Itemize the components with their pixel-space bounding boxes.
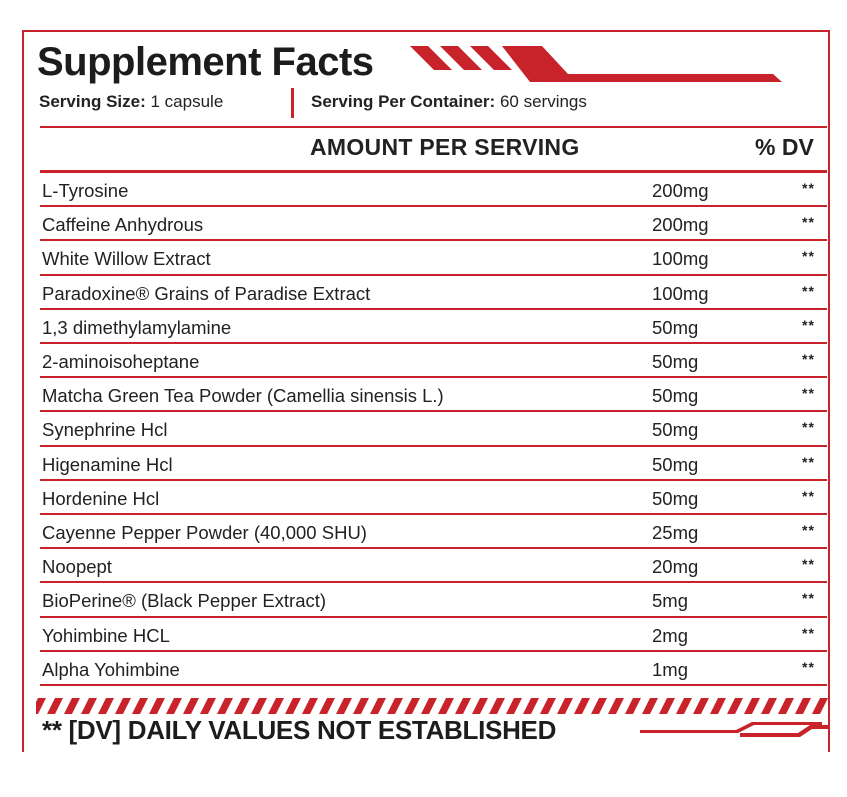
panel-border-right bbox=[828, 30, 830, 752]
ingredient-name: Noopept bbox=[42, 556, 112, 578]
ingredient-name: Yohimbine HCL bbox=[42, 624, 170, 646]
row-separator bbox=[40, 547, 827, 550]
ingredient-name: Synephrine Hcl bbox=[42, 419, 168, 441]
ingredient-dv: ** bbox=[802, 282, 815, 299]
ingredient-name: BioPerine® (Black Pepper Extract) bbox=[42, 590, 327, 612]
ingredient-name: 1,3 dimethylamylamine bbox=[42, 316, 232, 338]
ingredient-dv: ** bbox=[802, 316, 815, 333]
daily-value-header: % DV bbox=[755, 134, 814, 160]
ingredient-row: Paradoxine® Grains of Paradise Extract 10… bbox=[22, 276, 830, 310]
ingredient-name: Alpha Yohimbine bbox=[42, 658, 180, 680]
ingredient-name: Higenamine Hcl bbox=[42, 453, 173, 475]
header-top-rule bbox=[40, 126, 827, 128]
ingredient-amount: 100mg bbox=[652, 248, 709, 270]
servings-per-container: Serving Per Container: 60 servings bbox=[311, 92, 587, 111]
row-separator bbox=[40, 512, 827, 515]
decorative-stripes bbox=[410, 46, 782, 82]
ingredient-row: Yohimbine HCL 2mg ** bbox=[22, 618, 830, 652]
ingredient-amount: 50mg bbox=[652, 419, 699, 441]
ingredient-amount: 20mg bbox=[652, 556, 699, 578]
row-separator bbox=[40, 205, 827, 208]
ingredient-dv: ** bbox=[802, 522, 815, 538]
row-separator bbox=[40, 307, 827, 310]
ingredient-name: Caffeine Anhydrous bbox=[42, 214, 204, 236]
row-separator bbox=[40, 410, 827, 413]
header-bottom-rule bbox=[40, 170, 827, 173]
ingredient-name: Matcha Green Tea Powder (Camellia sinens… bbox=[42, 385, 444, 407]
serving-divider bbox=[291, 88, 294, 118]
ingredient-name: White Willow Extract bbox=[42, 248, 211, 270]
ingredient-amount: 200mg bbox=[652, 180, 709, 201]
panel-border-left bbox=[22, 30, 24, 752]
ingredient-dv: ** bbox=[802, 248, 815, 265]
ingredient-row: BioPerine® (Black Pepper Extract) 5mg ** bbox=[22, 583, 830, 618]
ingredient-dv: ** bbox=[802, 419, 815, 436]
ingredient-row: Synephrine Hcl 50mg ** bbox=[22, 412, 830, 447]
daily-values-footnote: ** [DV] DAILY VALUES NOT ESTABLISHED bbox=[42, 715, 557, 745]
row-separator bbox=[40, 649, 827, 652]
ingredient-dv: ** bbox=[802, 385, 815, 402]
ingredient-amount: 100mg bbox=[652, 282, 709, 304]
decorative-hazard-stripes bbox=[36, 698, 828, 714]
ingredient-row: Alpha Yohimbine 1mg ** bbox=[22, 652, 830, 686]
ingredient-dv: ** bbox=[802, 180, 815, 196]
ingredient-amount: 50mg bbox=[652, 351, 699, 372]
ingredient-dv: ** bbox=[802, 351, 815, 367]
ingredient-row: Caffeine Anhydrous 200mg ** bbox=[22, 207, 830, 242]
ingredient-dv: ** bbox=[802, 658, 815, 675]
row-separator bbox=[40, 239, 827, 242]
row-separator bbox=[40, 581, 827, 584]
ingredient-amount: 1mg bbox=[652, 658, 688, 680]
supplement-facts-panel: Supplement Facts Serving Size: 1 capsule… bbox=[22, 30, 830, 752]
row-separator bbox=[40, 273, 827, 276]
ingredient-name: Cayenne Pepper Powder (40,000 SHU) bbox=[42, 522, 367, 543]
ingredient-row: L-Tyrosine 200mg ** bbox=[22, 173, 830, 208]
ingredient-amount: 50mg bbox=[652, 385, 699, 407]
ingredient-amount: 50mg bbox=[652, 453, 699, 475]
ingredient-row: White Willow Extract 100mg ** bbox=[22, 241, 830, 276]
row-separator bbox=[40, 615, 827, 618]
ingredient-name: L-Tyrosine bbox=[42, 180, 129, 201]
row-separator bbox=[40, 683, 827, 686]
ingredient-dv: ** bbox=[802, 624, 815, 641]
ingredient-row: Cayenne Pepper Powder (40,000 SHU) 25mg ** bbox=[22, 515, 830, 550]
ingredient-name: Hordenine Hcl bbox=[42, 487, 160, 509]
ingredient-amount: 50mg bbox=[652, 316, 699, 338]
ingredient-dv: ** bbox=[802, 487, 815, 504]
ingredient-name: Paradoxine® Grains of Paradise Extract bbox=[42, 282, 371, 304]
ingredient-row: Noopept 20mg ** bbox=[22, 549, 830, 584]
decorative-footer-lines bbox=[640, 722, 830, 737]
ingredient-dv: ** bbox=[802, 214, 815, 231]
amount-per-serving-header: AMOUNT PER SERVING bbox=[310, 134, 580, 160]
panel-title: Supplement Facts bbox=[37, 40, 374, 84]
row-separator bbox=[40, 341, 827, 344]
panel-border-top bbox=[22, 30, 830, 32]
ingredient-amount: 5mg bbox=[652, 590, 688, 612]
ingredient-row: 2-aminoisoheptane 50mg ** bbox=[22, 344, 830, 379]
ingredient-amount: 25mg bbox=[652, 522, 699, 543]
ingredient-amount: 200mg bbox=[652, 214, 709, 236]
ingredient-row: 1,3 dimethylamylamine 50mg ** bbox=[22, 310, 830, 344]
ingredient-row: Hordenine Hcl 50mg ** bbox=[22, 481, 830, 515]
ingredient-dv: ** bbox=[802, 556, 815, 573]
row-separator bbox=[40, 376, 827, 379]
ingredient-dv: ** bbox=[802, 453, 815, 470]
ingredient-row: Matcha Green Tea Powder (Camellia sinens… bbox=[22, 378, 830, 413]
serving-size: Serving Size: 1 capsule bbox=[39, 92, 224, 111]
row-separator bbox=[40, 478, 827, 481]
ingredient-name: 2-aminoisoheptane bbox=[42, 351, 200, 372]
ingredient-dv: ** bbox=[802, 590, 815, 607]
ingredient-row: Higenamine Hcl 50mg ** bbox=[22, 447, 830, 481]
row-separator bbox=[40, 444, 827, 447]
ingredient-amount: 50mg bbox=[652, 487, 699, 509]
ingredient-amount: 2mg bbox=[652, 624, 688, 646]
